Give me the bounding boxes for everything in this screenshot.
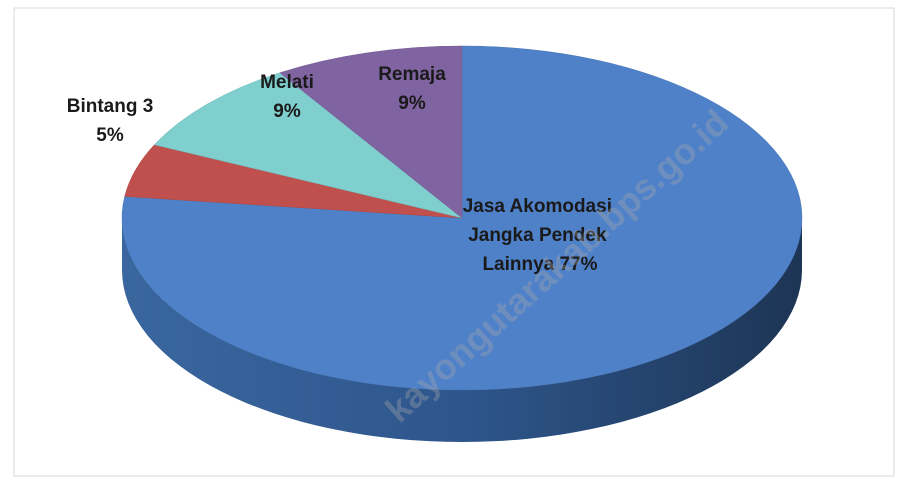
slice-category-line: Melati	[260, 72, 314, 93]
slice-category-line: Jangka Pendek	[468, 225, 612, 246]
slice-label: Bintang 3 5%	[67, 96, 154, 146]
slice-category-line: Bintang 3	[67, 96, 154, 117]
pie-side	[122, 218, 802, 442]
pie-slice	[153, 72, 463, 219]
slice-value: 5%	[96, 125, 124, 146]
slice-category: Bintang 3	[67, 96, 154, 117]
slice-category-line: Remaja	[378, 64, 446, 85]
slice-category-line: Lainnya	[482, 254, 559, 275]
slice-label: Remaja 9%	[378, 64, 446, 114]
slice-category: Remaja	[378, 64, 446, 85]
slice-value: 9%	[398, 93, 426, 114]
slice-label: Melati 9%	[260, 72, 314, 122]
slice-category-line: Jasa Akomodasi	[463, 196, 618, 217]
pie-slice	[279, 45, 463, 219]
slice-value: 9%	[273, 101, 301, 122]
slice-label: Jasa Akomodasi Jangka Pendek Lainnya 77%	[463, 196, 618, 275]
slice-value: 77%	[560, 254, 598, 275]
slice-category: Jasa Akomodasi Jangka Pendek Lainnya	[463, 196, 618, 275]
slice-category: Melati	[260, 72, 314, 93]
